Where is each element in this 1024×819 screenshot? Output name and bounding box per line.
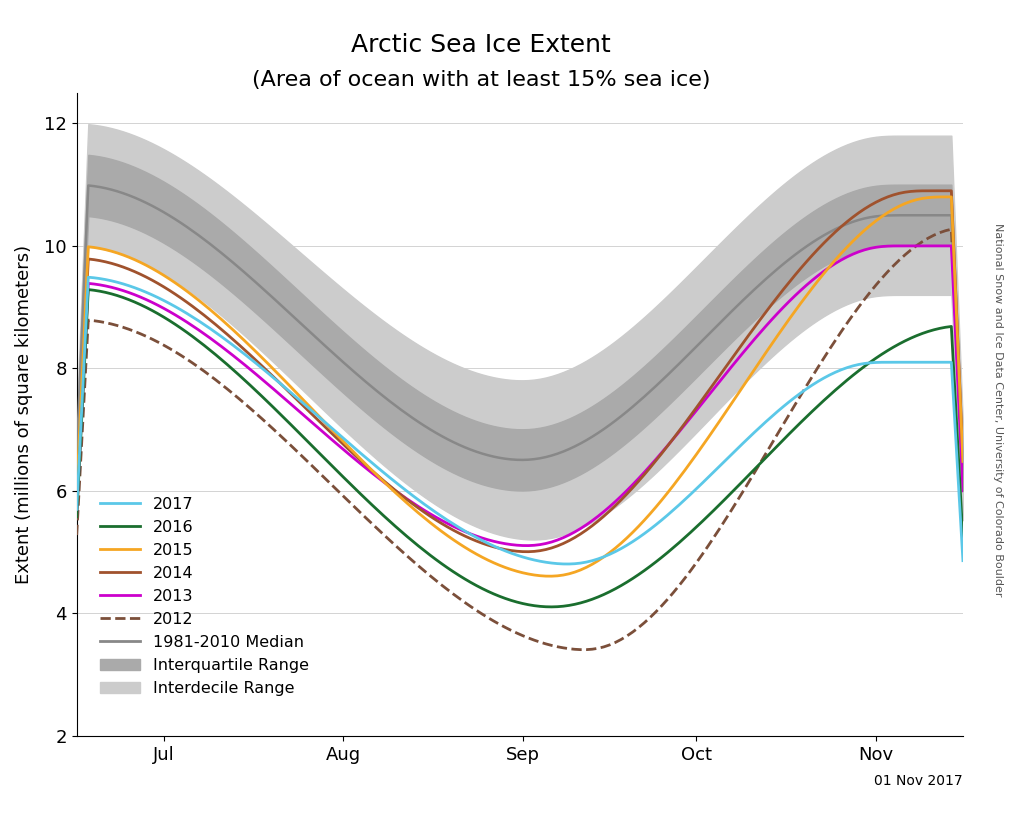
Text: 01 Nov 2017: 01 Nov 2017 (874, 774, 963, 789)
Text: (Area of ocean with at least 15% sea ice): (Area of ocean with at least 15% sea ice… (252, 70, 711, 89)
Y-axis label: Extent (millions of square kilometers): Extent (millions of square kilometers) (15, 245, 33, 584)
Text: Arctic Sea Ice Extent: Arctic Sea Ice Extent (351, 33, 611, 57)
Text: National Snow and Ice Data Center, University of Colorado Boulder: National Snow and Ice Data Center, Unive… (993, 223, 1004, 596)
Legend: 2017, 2016, 2015, 2014, 2013, 2012, 1981-2010 Median, Interquartile Range, Inter: 2017, 2016, 2015, 2014, 2013, 2012, 1981… (93, 491, 315, 702)
